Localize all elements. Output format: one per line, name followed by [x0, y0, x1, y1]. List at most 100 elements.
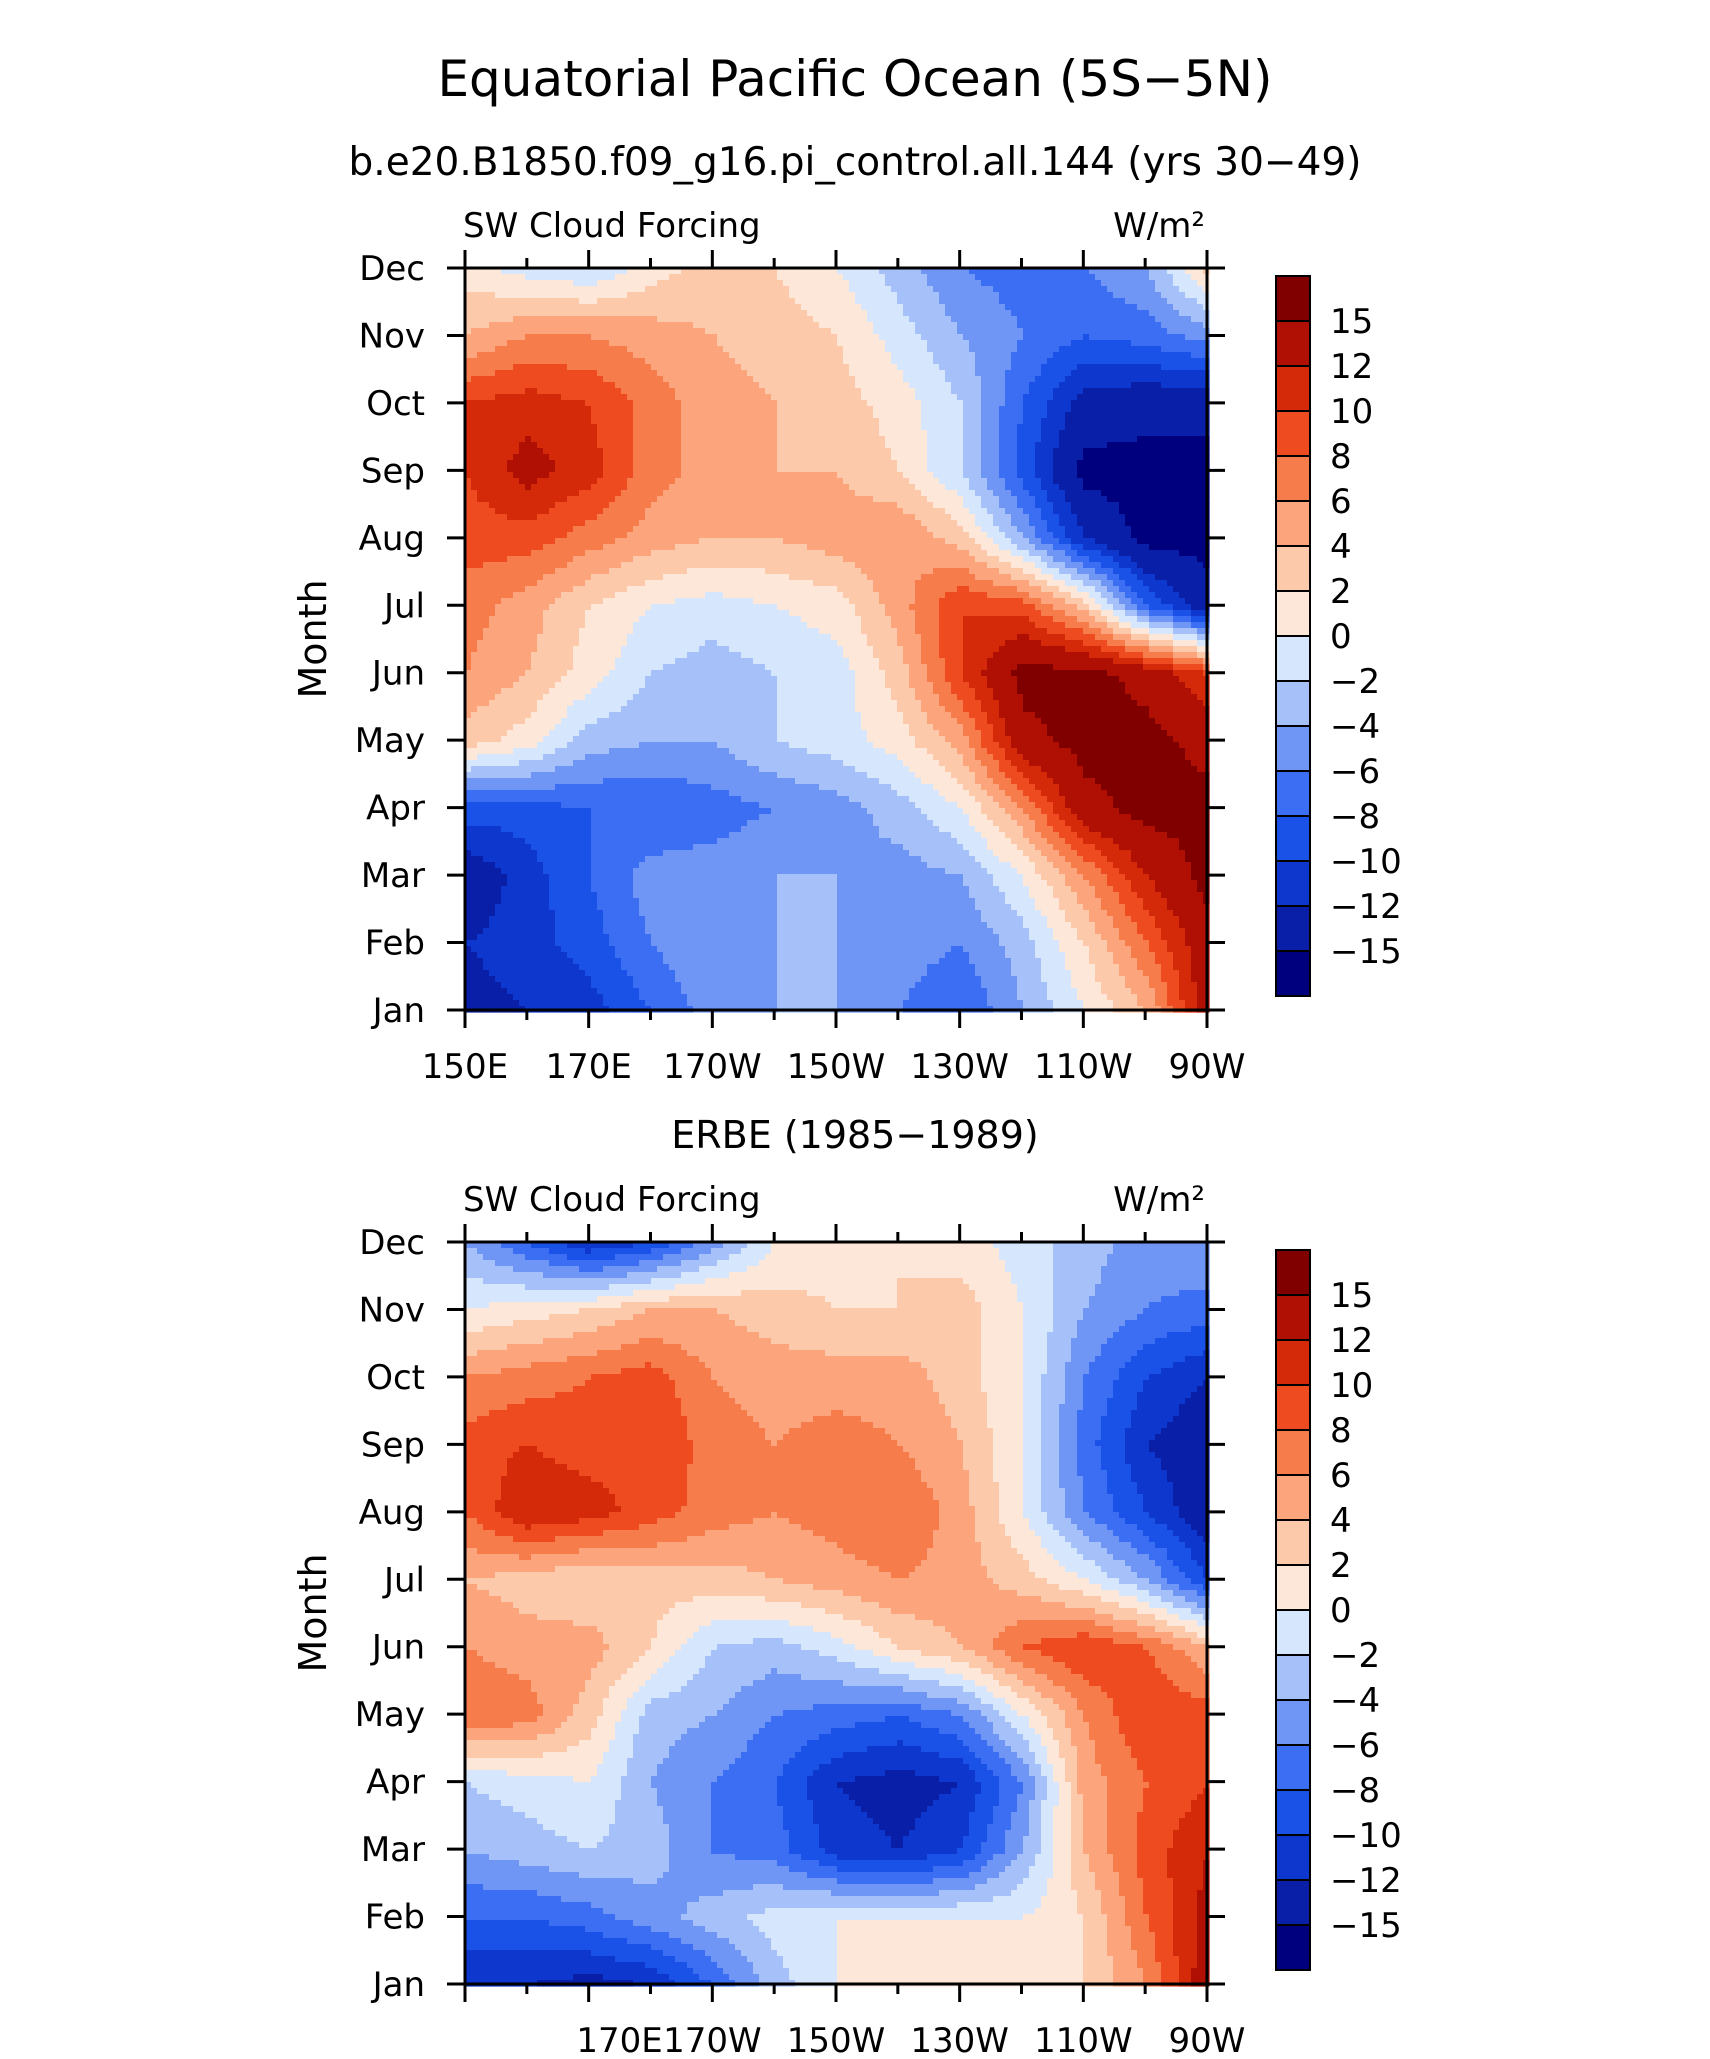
- contour-cell: [789, 352, 796, 359]
- contour-cell: [993, 322, 1000, 329]
- contour-cell: [1089, 382, 1096, 389]
- contour-cell: [609, 376, 616, 383]
- contour-cell: [525, 442, 532, 449]
- contour-cell: [1137, 376, 1144, 383]
- contour-cell: [807, 478, 814, 485]
- contour-cell: [495, 406, 502, 413]
- contour-cell: [1161, 322, 1168, 329]
- contour-cell: [609, 358, 616, 365]
- contour-cell: [549, 478, 556, 485]
- contour-cell: [939, 400, 946, 407]
- contour-cell: [1155, 484, 1162, 491]
- contour-cell: [579, 316, 586, 323]
- contour-cell: [777, 340, 784, 347]
- contour-cell: [1131, 496, 1138, 503]
- contour-cell: [567, 292, 574, 299]
- contour-cell: [507, 460, 514, 467]
- contour-cell: [693, 364, 700, 371]
- contour-cell: [735, 358, 742, 365]
- contour-cell: [1167, 340, 1174, 347]
- contour-cell: [1089, 454, 1096, 461]
- contour-cell: [705, 316, 712, 323]
- contour-cell: [849, 436, 856, 443]
- contour-cell: [687, 304, 694, 311]
- contour-cell: [963, 346, 970, 353]
- contour-cell: [885, 292, 892, 299]
- contour-cell: [1071, 496, 1078, 503]
- contour-cell: [657, 484, 664, 491]
- contour-cell: [1185, 328, 1192, 335]
- contour-cell: [861, 442, 868, 449]
- contour-cell: [1023, 406, 1030, 413]
- contour-cell: [981, 358, 988, 365]
- contour-cell: [657, 370, 664, 377]
- contour-cell: [483, 340, 490, 347]
- contour-cell: [717, 304, 724, 311]
- contour-cell: [1113, 274, 1120, 281]
- contour-cell: [957, 334, 964, 341]
- contour-cell: [1089, 412, 1096, 419]
- contour-cell: [1023, 430, 1030, 437]
- contour-cell: [957, 448, 964, 455]
- contour-cell: [1089, 316, 1096, 323]
- contour-cell: [591, 292, 598, 299]
- contour-cell: [1029, 484, 1036, 491]
- contour-cell: [561, 346, 568, 353]
- contour-cell: [855, 310, 862, 317]
- contour-cell: [915, 442, 922, 449]
- contour-cell: [975, 496, 982, 503]
- contour-cell: [1167, 490, 1174, 497]
- contour-cell: [981, 328, 988, 335]
- contour-cell: [657, 346, 664, 353]
- contour-cell: [1167, 358, 1174, 365]
- contour-cell: [1005, 352, 1012, 359]
- contour-cell: [873, 484, 880, 491]
- contour-cell: [693, 340, 700, 347]
- contour-cell: [759, 352, 766, 359]
- contour-cell: [951, 400, 958, 407]
- contour-cell: [1023, 490, 1030, 497]
- contour-cell: [909, 418, 916, 425]
- contour-cell: [903, 484, 910, 491]
- contour-cell: [897, 490, 904, 497]
- contour-cell: [1047, 478, 1054, 485]
- contour-cell: [1011, 448, 1018, 455]
- contour-cell: [999, 394, 1006, 401]
- contour-cell: [603, 406, 610, 413]
- contour-cell: [615, 352, 622, 359]
- contour-cell: [669, 466, 676, 473]
- contour-cell: [495, 442, 502, 449]
- contour-cell: [633, 454, 640, 461]
- contour-cell: [681, 490, 688, 497]
- contour-cell: [909, 436, 916, 443]
- contour-cell: [849, 490, 856, 497]
- contour-cell: [1125, 382, 1132, 389]
- contour-cell: [1155, 322, 1162, 329]
- contour-cell: [795, 370, 802, 377]
- contour-cell: [801, 478, 808, 485]
- contour-cell: [609, 298, 616, 305]
- contour-cell: [915, 352, 922, 359]
- contour-cell: [1041, 412, 1048, 419]
- contour-cell: [1155, 310, 1162, 317]
- contour-cell: [729, 412, 736, 419]
- contour-cell: [477, 418, 484, 425]
- contour-cell: [549, 346, 556, 353]
- contour-cell: [1089, 388, 1096, 395]
- contour-cell: [561, 376, 568, 383]
- contour-cell: [927, 490, 934, 497]
- contour-cell: [879, 394, 886, 401]
- contour-cell: [483, 322, 490, 329]
- contour-cell: [1167, 430, 1174, 437]
- contour-cell: [861, 466, 868, 473]
- contour-cell: [531, 358, 538, 365]
- contour-cell: [711, 316, 718, 323]
- contour-cell: [675, 466, 682, 473]
- contour-cell: [645, 370, 652, 377]
- contour-cell: [1071, 406, 1078, 413]
- contour-cell: [663, 430, 670, 437]
- contour-cell: [819, 298, 826, 305]
- contour-cell: [537, 274, 544, 281]
- contour-cell: [777, 484, 784, 491]
- contour-cell: [1035, 370, 1042, 377]
